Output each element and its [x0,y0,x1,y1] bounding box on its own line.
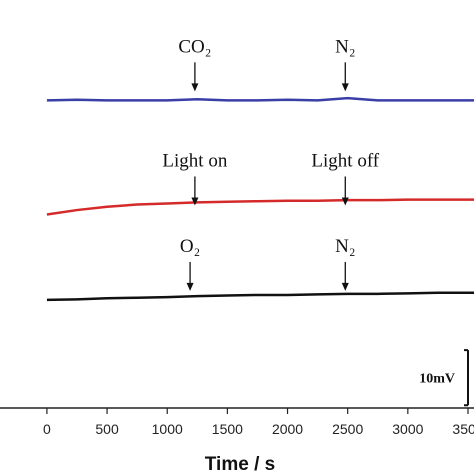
annotation: O₂ [180,236,200,257]
scale-bar-label: 10mV [419,372,455,387]
annotation-arrowhead [191,197,199,206]
series-line [46,96,474,102]
annotation-arrowhead [186,282,194,291]
x-tick-label: 500 [95,421,119,437]
x-tick-label: 3000 [392,421,423,437]
x-axis-label: Time / s [205,454,275,474]
annotation-arrowhead [341,282,349,291]
annotation: N₂ [335,36,355,57]
x-tick-label: 2500 [332,421,363,437]
x-tick-label: 0 [43,421,51,437]
series-line [46,198,474,216]
annotation: CO₂ [178,36,211,57]
x-tick-label: 3500 [452,421,474,437]
series-line [46,291,474,302]
annotation: N₂ [335,236,355,257]
annotation-arrowhead [341,197,349,206]
annotation-arrowhead [191,83,199,92]
annotation-arrowhead [341,83,349,92]
x-tick-label: 2000 [272,421,303,437]
annotation: Light on [162,150,227,171]
x-tick-label: 1000 [152,421,183,437]
x-tick-label: 1500 [212,421,243,437]
annotation: Light off [311,150,379,171]
